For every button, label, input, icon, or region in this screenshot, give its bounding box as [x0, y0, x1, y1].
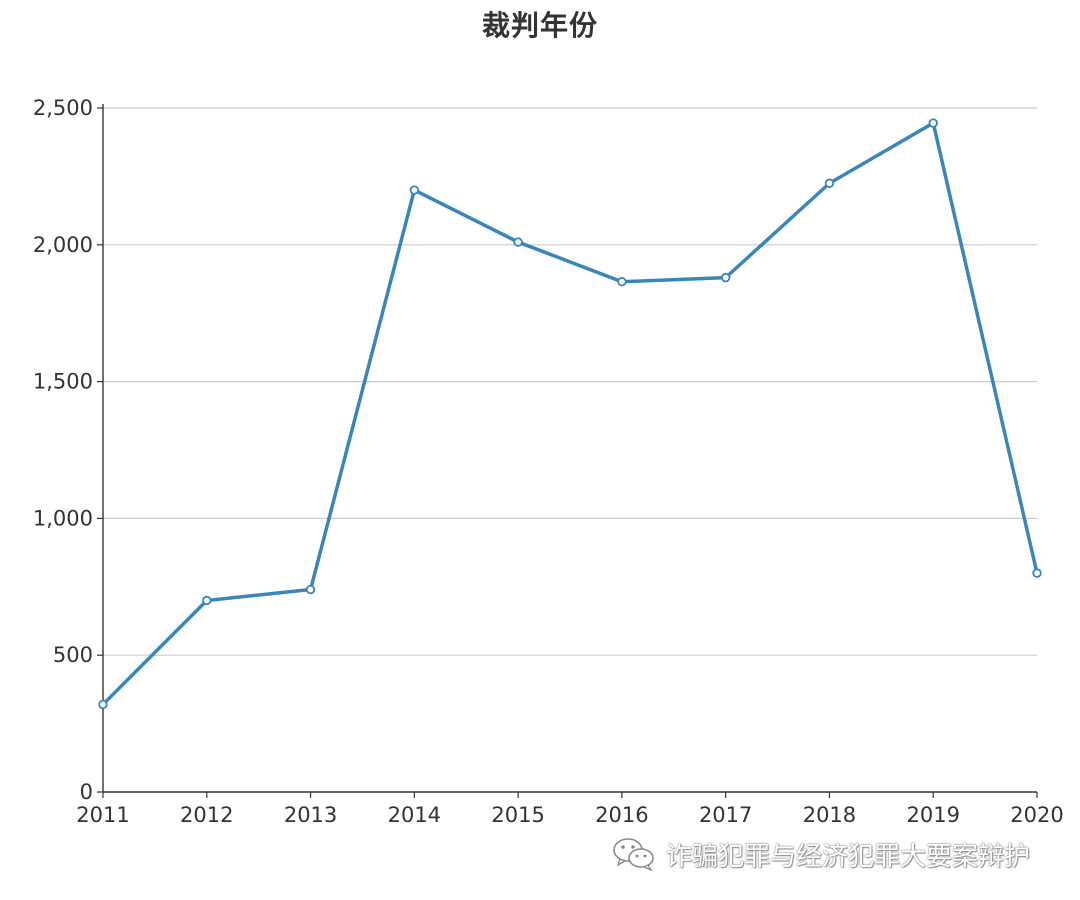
data-point [824, 178, 835, 188]
wechat-icon [613, 838, 654, 872]
y-tick-label: 1,000 [33, 506, 93, 530]
axes [97, 104, 1038, 798]
data-point [409, 185, 420, 195]
data-point [305, 584, 316, 595]
x-tick-label: 2012 [180, 803, 233, 827]
x-tick-label: 2015 [491, 803, 544, 827]
data-point [513, 237, 523, 247]
y-tick-label: 1,500 [33, 370, 93, 394]
y-tick-label: 0 [80, 780, 93, 804]
y-tick-label: 500 [53, 643, 93, 667]
watermark: 诈骗犯罪与经济犯罪大要案辩护 [612, 834, 1030, 874]
x-tick-label: 2011 [76, 803, 129, 827]
data-point [720, 272, 731, 283]
grid-lines [103, 107, 1037, 656]
series-line [101, 121, 1039, 707]
chart-title: 裁判年份 [481, 9, 598, 42]
series-layer [98, 118, 1042, 710]
x-tick-label: 2013 [284, 803, 337, 827]
x-axis-tick-labels: 2011 2012 2013 2014 2015 2016 2017 2018 2019 2020 [76, 803, 1063, 827]
x-tick-label: 2016 [595, 803, 648, 827]
x-tick-label: 2014 [388, 803, 441, 827]
y-tick-label: 2,000 [33, 233, 93, 257]
x-tick-label: 2018 [803, 803, 856, 827]
data-point [617, 277, 627, 287]
x-tick-label: 2020 [1010, 803, 1063, 827]
data-point [202, 595, 212, 606]
x-tick-label: 2019 [906, 803, 959, 827]
y-axis-tick-labels: 0 500 1,000 1,500 2,000 2,500 [33, 96, 93, 804]
x-tick-label: 2017 [699, 803, 752, 827]
y-tick-label: 2,500 [33, 96, 93, 120]
data-point [98, 699, 108, 710]
data-point [928, 118, 938, 128]
watermark-text: 诈骗犯罪与经济犯罪大要案辩护 [666, 841, 1031, 872]
data-point [1032, 568, 1042, 578]
